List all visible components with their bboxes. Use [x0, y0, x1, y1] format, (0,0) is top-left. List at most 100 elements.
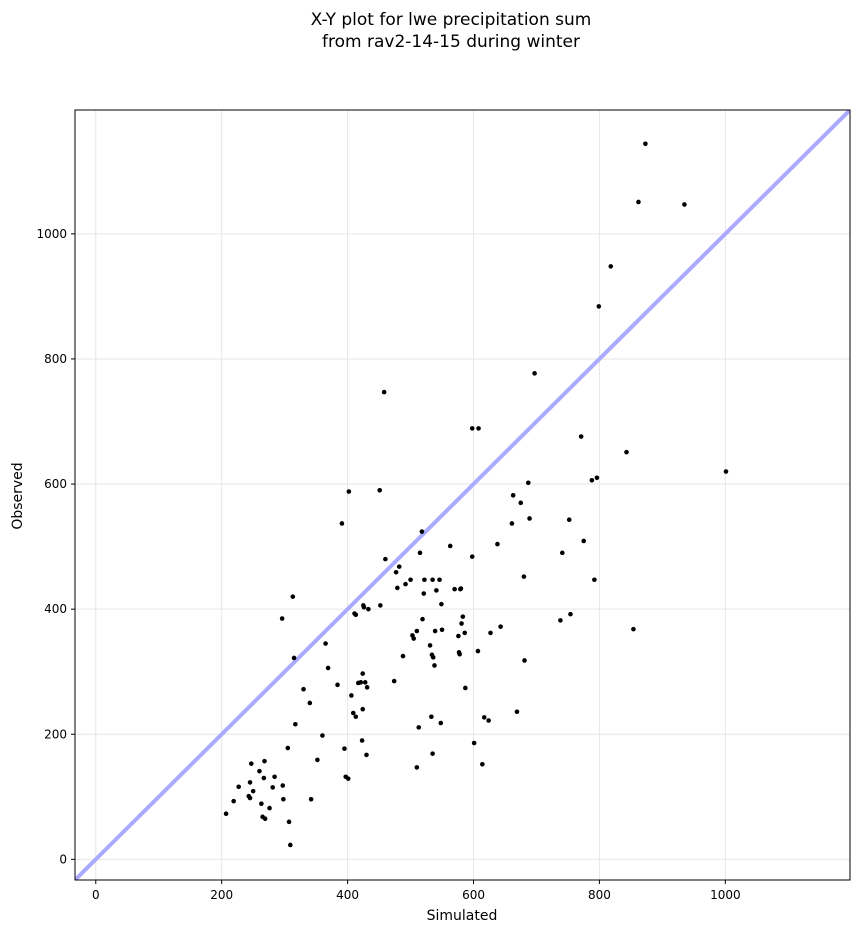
- data-point: [432, 663, 437, 668]
- data-point: [527, 516, 532, 521]
- data-point: [419, 529, 425, 534]
- data-point: [462, 630, 468, 636]
- data-point: [259, 801, 264, 806]
- data-point: [353, 612, 359, 618]
- x-tick-label: 200: [210, 888, 233, 902]
- data-point: [566, 517, 572, 523]
- data-point: [481, 715, 487, 720]
- data-point: [395, 585, 400, 591]
- data-point: [360, 671, 366, 676]
- data-point: [437, 577, 442, 583]
- data-point: [320, 733, 325, 738]
- y-axis-label: Observed: [10, 462, 26, 529]
- data-point: [383, 556, 388, 562]
- data-point: [377, 488, 383, 493]
- data-point: [514, 709, 520, 715]
- data-point: [463, 685, 468, 691]
- data-point: [308, 797, 314, 802]
- data-point: [456, 633, 461, 639]
- data-point: [364, 685, 370, 690]
- data-point: [447, 543, 453, 549]
- data-point: [480, 761, 485, 767]
- data-point: [581, 538, 586, 544]
- data-point: [518, 500, 524, 506]
- data-point: [568, 611, 573, 617]
- data-point: [532, 371, 537, 376]
- data-point: [589, 478, 595, 483]
- data-point: [471, 740, 477, 746]
- data-point: [521, 574, 527, 579]
- data-point: [460, 614, 466, 619]
- data-point: [378, 603, 383, 608]
- data-point: [315, 757, 320, 763]
- data-point: [414, 628, 420, 634]
- data-point: [430, 751, 435, 756]
- data-point: [525, 480, 531, 486]
- data-point: [488, 630, 493, 636]
- data-point: [335, 682, 340, 688]
- data-point: [422, 577, 427, 583]
- y-tick-label: 600: [44, 477, 67, 491]
- data-point: [381, 389, 387, 395]
- data-point: [342, 746, 347, 751]
- data-point: [250, 788, 256, 794]
- y-tick-label: 200: [44, 727, 67, 741]
- data-point: [393, 569, 399, 575]
- data-point: [362, 680, 368, 685]
- data-point: [286, 819, 292, 825]
- data-point: [346, 489, 352, 494]
- data-point: [594, 475, 600, 481]
- data-point: [578, 434, 584, 439]
- plot-area: [75, 110, 850, 880]
- data-point: [358, 680, 364, 685]
- data-point: [522, 658, 527, 663]
- plot-frame: [74, 109, 851, 881]
- x-tick-label: 600: [462, 888, 485, 902]
- data-point: [236, 784, 241, 790]
- axis-ticks: 0 200 400 600 800 1000 0 200 400 600 800 1000: [36, 227, 740, 902]
- data-point: [262, 816, 268, 822]
- data-point: [403, 581, 408, 587]
- data-point: [416, 725, 422, 730]
- chart-title-line-1: X-Y plot for lwe precipitation sum: [311, 10, 592, 30]
- data-point: [361, 604, 367, 610]
- data-point: [475, 648, 481, 654]
- y-tick-label: 800: [44, 352, 67, 366]
- data-point: [624, 449, 629, 455]
- y-tick-label: 0: [59, 852, 67, 866]
- data-point: [411, 636, 417, 641]
- data-point: [391, 678, 397, 684]
- data-point: [364, 752, 369, 758]
- data-point: [596, 304, 602, 309]
- identity-line: [75, 110, 850, 880]
- data-point: [323, 641, 328, 646]
- data-point: [288, 842, 293, 848]
- x-tick-label: 800: [588, 888, 611, 902]
- data-point: [430, 577, 435, 583]
- x-tick-label: 1000: [710, 888, 741, 902]
- data-point: [434, 588, 439, 593]
- data-point: [457, 651, 462, 657]
- data-point: [498, 624, 503, 629]
- data-point: [349, 693, 354, 698]
- data-point: [339, 521, 345, 526]
- data-point: [643, 141, 648, 147]
- data-point: [458, 586, 464, 591]
- data-point: [396, 564, 402, 569]
- data-point: [293, 721, 298, 727]
- data-point: [476, 426, 481, 431]
- data-point: [281, 797, 286, 802]
- data-point: [417, 550, 423, 556]
- data-point: [359, 738, 365, 743]
- data-point: [452, 586, 457, 592]
- data-point: [248, 761, 254, 766]
- x-tick-label: 0: [92, 888, 100, 902]
- data-point: [439, 627, 445, 633]
- data-point: [400, 653, 406, 659]
- data-point: [429, 714, 434, 720]
- data-point: [486, 718, 491, 723]
- data-point: [439, 601, 444, 607]
- data-point: [262, 758, 267, 764]
- data-point: [682, 202, 687, 207]
